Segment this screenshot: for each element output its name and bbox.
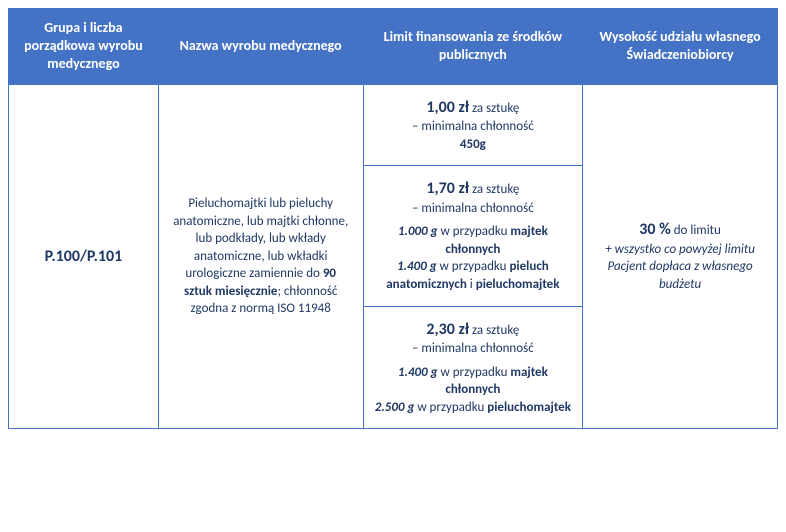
tier-per: za sztukę: [469, 101, 519, 116]
tier-min-label: – minimalna chłonność: [374, 340, 573, 358]
tier-per: za sztukę: [469, 323, 519, 338]
tier-case-line: 1.400 g w przypadku majtek chłonnych: [374, 364, 573, 399]
tier-min-label: – minimalna chłonność: [374, 118, 573, 136]
tier-case-join: i: [467, 277, 476, 292]
tier-case-pre: w przypadku: [438, 224, 511, 239]
tier-price: 1,70 zł: [426, 179, 469, 198]
tier-weight: 2.500 g: [375, 400, 415, 415]
pricing-table: Grupa i liczba porządkowa wyrobu medyczn…: [8, 8, 778, 429]
table-row: P.100/P.101 Pieluchomajtki lub pieluchy …: [9, 84, 778, 429]
header-cell-share: Wysokość udziału własnego Świadczeniobio…: [583, 9, 778, 85]
tier-case-line: 1.400 g w przypadku pieluch anatomicznyc…: [374, 258, 573, 293]
cell-product: Pieluchomajtki lub pieluchy anatomiczne,…: [158, 84, 363, 429]
tier-row: 2,30 zł za sztukę – minimalna chłonność …: [364, 306, 583, 428]
tier-case-bold2: pieluchomajtek: [476, 277, 560, 292]
product-code: P.100/P.101: [45, 247, 123, 266]
table-body: P.100/P.101 Pieluchomajtki lub pieluchy …: [9, 84, 778, 429]
tier-price-line: 1,00 zł za sztukę: [374, 97, 573, 119]
header-cell-group: Grupa i liczba porządkowa wyrobu medyczn…: [9, 9, 159, 85]
cell-code: P.100/P.101: [9, 84, 159, 429]
tier-case-pre: w przypadku: [437, 259, 510, 274]
tier-weight: 450g: [374, 136, 573, 154]
share-pct: 30 %: [639, 220, 671, 239]
tier-case-line: 2.500 g w przypadku pieluchomajtek: [374, 399, 573, 417]
cell-share: 30 % do limitu + wszystko co powyżej lim…: [583, 84, 778, 429]
tier-case-pre: w przypadku: [414, 400, 487, 415]
tier-case-pre: w przypadku: [438, 365, 511, 380]
tier-row: 1,00 zł za sztukę – minimalna chłonność …: [364, 85, 583, 166]
tier-price: 2,30 zł: [426, 320, 469, 339]
share-main: 30 % do limitu: [597, 219, 763, 241]
tier-price-line: 2,30 zł za sztukę: [374, 319, 573, 341]
cell-tiers: 1,00 zł za sztukę – minimalna chłonność …: [363, 84, 583, 429]
tier-weight: 1.400 g: [398, 365, 438, 380]
header-cell-product: Nazwa wyrobu medycznego: [158, 9, 363, 85]
tier-weight: 1.000 g: [398, 224, 438, 239]
tier-price: 1,00 zł: [426, 98, 469, 117]
tier-weight: 1.400 g: [397, 259, 437, 274]
header-cell-limit: Limit finansowania ze środków publicznyc…: [363, 9, 583, 85]
share-suffix: do limitu: [671, 223, 721, 238]
tier-case-bold: pieluchomajtek: [487, 400, 571, 415]
tier-row: 1,70 zł za sztukę – minimalna chłonność …: [364, 166, 583, 306]
tier-per: za sztukę: [469, 182, 519, 197]
tier-case-line: 1.000 g w przypadku majtek chłonnych: [374, 223, 573, 258]
tier-cell: 2,30 zł za sztukę – minimalna chłonność …: [364, 306, 583, 428]
tier-cell: 1,70 zł za sztukę – minimalna chłonność …: [364, 166, 583, 306]
tier-min-label: – minimalna chłonność: [374, 200, 573, 218]
tier-price-line: 1,70 zł za sztukę: [374, 178, 573, 200]
header-row: Grupa i liczba porządkowa wyrobu medyczn…: [9, 9, 778, 85]
tier-cell: 1,00 zł za sztukę – minimalna chłonność …: [364, 85, 583, 166]
table-header: Grupa i liczba porządkowa wyrobu medyczn…: [9, 9, 778, 85]
share-note: + wszystko co powyżej limitu Pacjent dop…: [597, 241, 763, 294]
tier-inner-table: 1,00 zł za sztukę – minimalna chłonność …: [364, 85, 583, 429]
